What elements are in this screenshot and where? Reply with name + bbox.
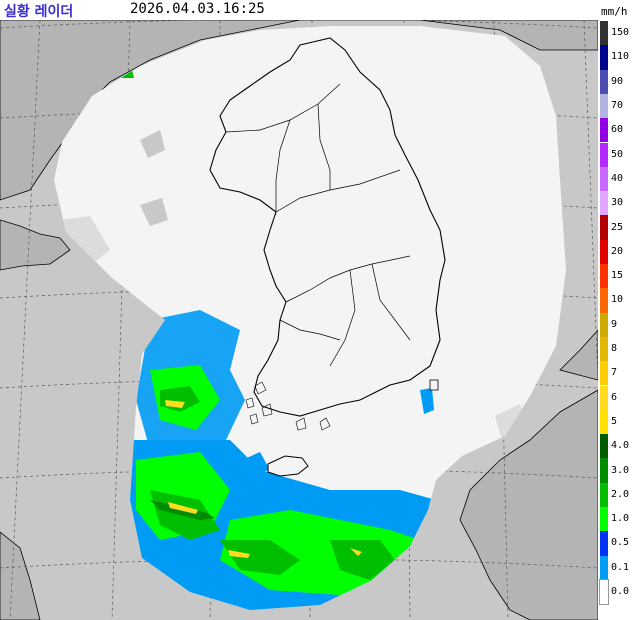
legend-label: 5 xyxy=(611,415,618,427)
legend-swatch xyxy=(600,482,608,507)
legend-label: 150 xyxy=(611,27,630,39)
legend-label: 40 xyxy=(611,172,624,184)
legend-swatch xyxy=(600,555,608,580)
legend-label: 0.5 xyxy=(611,537,630,549)
legend-swatch xyxy=(600,166,608,192)
legend-label: 50 xyxy=(611,148,624,160)
legend-label: 4.0 xyxy=(611,440,630,452)
legend-label: 90 xyxy=(611,75,624,87)
legend-label: 25 xyxy=(611,221,624,233)
legend-swatch xyxy=(600,312,608,337)
legend-label: 0.0 xyxy=(611,586,630,598)
legend-label: 6 xyxy=(611,391,618,403)
observation-timestamp: 2026.04.03.16:25 xyxy=(130,1,265,17)
legend-label: 8 xyxy=(611,343,618,355)
legend-swatch xyxy=(600,239,608,264)
legend-swatch xyxy=(600,118,608,143)
legend-swatch xyxy=(600,288,608,313)
legend-swatch xyxy=(600,336,608,362)
legend-label: 110 xyxy=(611,51,630,63)
legend-swatch xyxy=(600,191,608,216)
page-title: 실황 레이더 xyxy=(4,4,74,20)
legend-swatch xyxy=(600,458,608,483)
legend-swatch xyxy=(600,21,608,46)
legend-swatch xyxy=(600,45,608,70)
legend-swatch xyxy=(600,507,608,532)
japan-honshu-land xyxy=(559,329,598,381)
legend-label: 70 xyxy=(611,100,624,112)
legend-swatch xyxy=(600,385,608,410)
legend-label: 10 xyxy=(611,294,624,306)
legend-label: 15 xyxy=(611,270,624,282)
precipitation-legend: 150 110 90 70 60 50 40 30 25 20 15 10 9 8 7 6 5 4.0 3.0 2.0… xyxy=(598,20,635,620)
legend-swatch xyxy=(600,264,608,289)
legend-label: 1.0 xyxy=(611,513,630,525)
radar-map[interactable] xyxy=(0,20,598,620)
legend-label: 7 xyxy=(611,367,618,379)
legend-swatch xyxy=(600,93,608,119)
legend-label: 60 xyxy=(611,124,624,136)
jeju-island xyxy=(267,455,309,477)
legend-swatch xyxy=(600,142,608,167)
legend-label: 9 xyxy=(611,318,618,330)
legend-swatch xyxy=(600,531,608,556)
ulleung-island xyxy=(429,379,439,391)
legend-label: 3.0 xyxy=(611,464,630,476)
legend-label: 20 xyxy=(611,245,624,257)
province-boundaries xyxy=(225,83,411,367)
legend-label: 0.1 xyxy=(611,561,630,573)
legend-unit: mm/h xyxy=(601,5,628,18)
legend-swatch xyxy=(600,361,608,386)
china-coast-shandong xyxy=(0,219,71,271)
legend-label: 30 xyxy=(611,197,624,209)
legend-swatch xyxy=(600,409,608,435)
southwest-islands xyxy=(245,381,331,431)
north-korea-land xyxy=(300,20,598,51)
legend-swatch xyxy=(600,215,608,240)
korea-peninsula xyxy=(209,37,446,417)
legend-label: 2.0 xyxy=(611,488,630,500)
china-coast-south xyxy=(0,531,41,620)
legend-swatch xyxy=(600,434,608,459)
legend-swatch xyxy=(599,578,609,606)
header-bar: 실황 레이더 2026.04.03.16:25 mm/h xyxy=(0,0,635,20)
precipitation-echoes xyxy=(60,70,530,610)
legend-swatch xyxy=(600,69,608,94)
